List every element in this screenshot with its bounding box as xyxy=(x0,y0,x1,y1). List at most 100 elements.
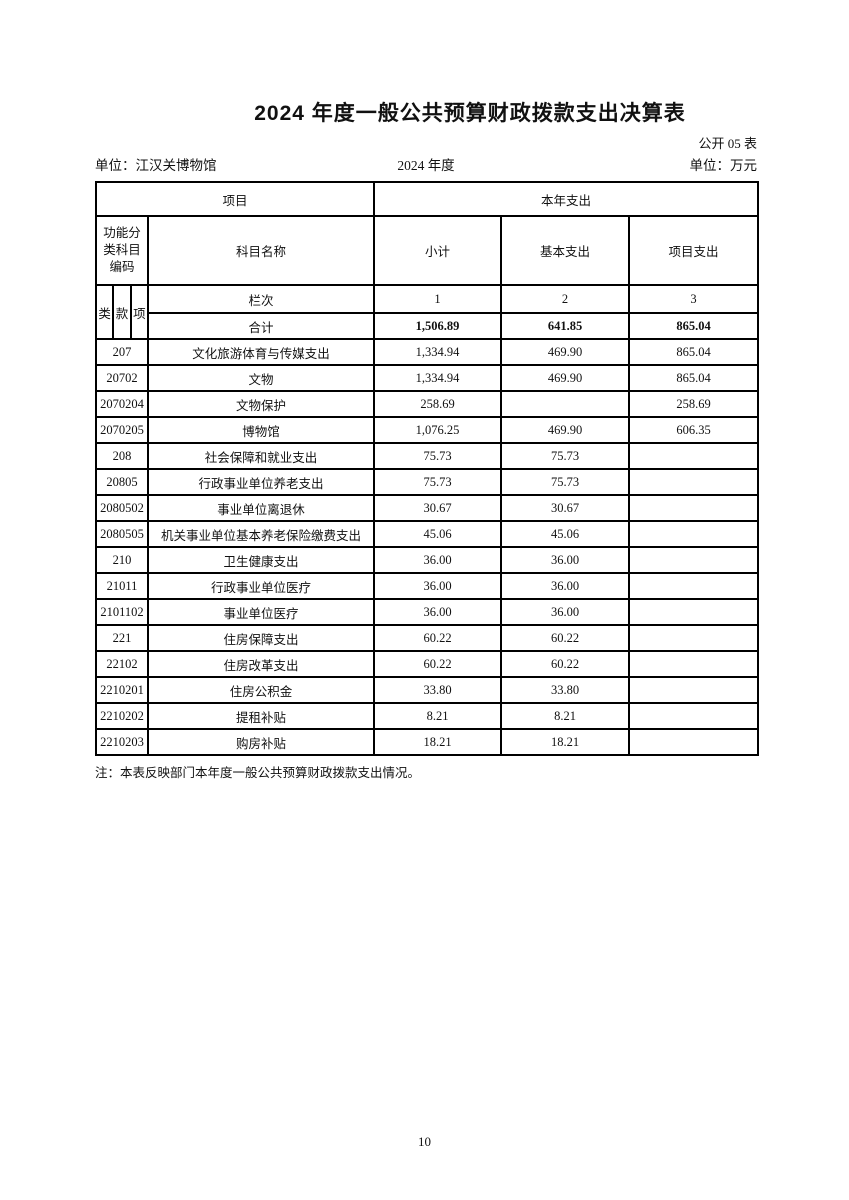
project-cell: 865.04 xyxy=(628,338,760,366)
code-cell: 2210203 xyxy=(95,728,149,756)
header-row-sections: 项目 本年支出 xyxy=(94,181,760,217)
code-cell: 2080502 xyxy=(95,494,149,522)
name-cell: 行政事业单位养老支出 xyxy=(146,468,376,496)
page-title: 2024 年度一般公共预算财政拨款支出决算表 xyxy=(254,102,686,125)
table-body: 项目 本年支出 功能分 类科目 编码 科目名称 小计 基本支出 项目支出 类 款… xyxy=(94,181,760,756)
project-cell xyxy=(628,702,760,730)
code-cell: 2210202 xyxy=(95,702,149,730)
project-cell xyxy=(628,728,760,756)
name-cell: 事业单位离退休 xyxy=(146,494,376,522)
name-cell: 博物馆 xyxy=(146,416,376,444)
header-project-expense: 项目支出 xyxy=(628,215,760,286)
project-cell xyxy=(628,572,760,600)
code-cell: 2070205 xyxy=(95,416,149,444)
basic-cell: 469.90 xyxy=(500,416,631,444)
subtotal-cell: 75.73 xyxy=(373,468,503,496)
project-cell xyxy=(628,442,760,470)
header-current-year-expense: 本年支出 xyxy=(373,181,760,217)
header-col-3: 3 xyxy=(628,284,760,314)
code-cell: 2101102 xyxy=(95,598,149,626)
code-cell: 21011 xyxy=(95,572,149,600)
code-cell: 2070204 xyxy=(95,390,149,418)
basic-cell: 33.80 xyxy=(500,676,631,704)
subtotal-cell: 36.00 xyxy=(373,598,503,626)
table-row: 207 文化旅游体育与传媒支出 1,334.94 469.90 865.04 xyxy=(95,338,760,366)
name-cell: 行政事业单位医疗 xyxy=(146,572,376,600)
basic-cell: 18.21 xyxy=(500,728,631,756)
code-cell: 210 xyxy=(95,546,149,574)
project-cell xyxy=(628,468,760,496)
name-cell: 卫生健康支出 xyxy=(146,546,376,574)
total-subtotal-value: 1,506.89 xyxy=(373,312,503,340)
basic-cell: 45.06 xyxy=(500,520,631,548)
table-row: 208 社会保障和就业支出 75.73 75.73 xyxy=(95,442,760,470)
code-cell: 208 xyxy=(95,442,149,470)
project-cell: 865.04 xyxy=(628,364,760,392)
subtotal-cell: 60.22 xyxy=(373,650,503,678)
header-subject-name: 科目名称 xyxy=(146,215,376,286)
subtotal-cell: 45.06 xyxy=(373,520,503,548)
code-cell: 2210201 xyxy=(95,676,149,704)
basic-cell: 36.00 xyxy=(500,546,631,574)
table-row: 22102 住房改革支出 60.22 60.22 xyxy=(95,650,760,678)
subtotal-cell: 8.21 xyxy=(373,702,503,730)
unit-name-label: 单位：江汉关博物馆 xyxy=(95,158,217,173)
header-project: 项目 xyxy=(94,181,376,217)
subtotal-cell: 258.69 xyxy=(373,390,503,418)
subtotal-cell: 1,334.94 xyxy=(373,364,503,392)
basic-cell: 36.00 xyxy=(500,598,631,626)
basic-cell: 60.22 xyxy=(500,624,631,652)
subtotal-cell: 33.80 xyxy=(373,676,503,704)
name-cell: 购房补贴 xyxy=(146,728,376,756)
table-row: 2080502 事业单位离退休 30.67 30.67 xyxy=(95,494,760,522)
table-row: 20805 行政事业单位养老支出 75.73 75.73 xyxy=(95,468,760,496)
document-page: 2024 年度一般公共预算财政拨款支出决算表 公开 05 表 单位：江汉关博物馆… xyxy=(94,0,760,782)
subtotal-cell: 30.67 xyxy=(373,494,503,522)
code-cell: 207 xyxy=(95,338,149,366)
project-cell xyxy=(628,546,760,574)
basic-cell: 469.90 xyxy=(500,338,631,366)
header-function-code: 功能分 类科目 编码 xyxy=(95,215,149,286)
subtotal-cell: 75.73 xyxy=(373,442,503,470)
table-row: 2101102 事业单位医疗 36.00 36.00 xyxy=(95,598,760,626)
name-cell: 文物保护 xyxy=(146,390,376,418)
subtotal-cell: 18.21 xyxy=(373,728,503,756)
subtotal-cell: 1,076.25 xyxy=(373,416,503,444)
name-cell: 社会保障和就业支出 xyxy=(146,442,376,470)
project-cell: 258.69 xyxy=(628,390,760,418)
basic-cell: 75.73 xyxy=(500,442,631,470)
code-cell: 221 xyxy=(95,624,149,652)
total-basic-value: 641.85 xyxy=(500,312,631,340)
header-basic-expense: 基本支出 xyxy=(500,215,631,286)
basic-cell: 8.21 xyxy=(500,702,631,730)
project-cell xyxy=(628,676,760,704)
basic-cell: 30.67 xyxy=(500,494,631,522)
name-cell: 事业单位医疗 xyxy=(146,598,376,626)
total-project-value: 865.04 xyxy=(628,312,760,340)
table-row: 2210201 住房公积金 33.80 33.80 xyxy=(95,676,760,704)
page-number: 10 xyxy=(418,1134,431,1149)
category-section-item-cell: 类 款 项 xyxy=(95,284,149,340)
code-cell: 2080505 xyxy=(95,520,149,548)
table-row: 2210202 提租补贴 8.21 8.21 xyxy=(95,702,760,730)
table-code-label: 公开 05 表 xyxy=(698,136,757,151)
table-row: 221 住房保障支出 60.22 60.22 xyxy=(95,624,760,652)
header-col-1: 1 xyxy=(373,284,503,314)
table-row: 2210203 购房补贴 18.21 18.21 xyxy=(95,728,760,756)
header-subtotal: 小计 xyxy=(373,215,503,286)
basic-cell: 36.00 xyxy=(500,572,631,600)
subtotal-cell: 36.00 xyxy=(373,572,503,600)
code-cell: 20805 xyxy=(95,468,149,496)
name-cell: 住房公积金 xyxy=(146,676,376,704)
subtotal-cell: 60.22 xyxy=(373,624,503,652)
header-row-columns: 功能分 类科目 编码 科目名称 小计 基本支出 项目支出 xyxy=(95,215,760,286)
total-label: 合计 xyxy=(146,312,376,340)
total-row: 合计 1,506.89 641.85 865.04 xyxy=(96,312,760,340)
name-cell: 提租补贴 xyxy=(146,702,376,730)
table-row: 210 卫生健康支出 36.00 36.00 xyxy=(95,546,760,574)
period-label: 2024 年度 xyxy=(397,158,455,173)
table-meta-row: 单位：江汉关博物馆 2024 年度 单位：万元 xyxy=(95,156,757,176)
project-cell xyxy=(628,598,760,626)
header-category: 类 xyxy=(98,306,111,321)
project-cell xyxy=(628,494,760,522)
